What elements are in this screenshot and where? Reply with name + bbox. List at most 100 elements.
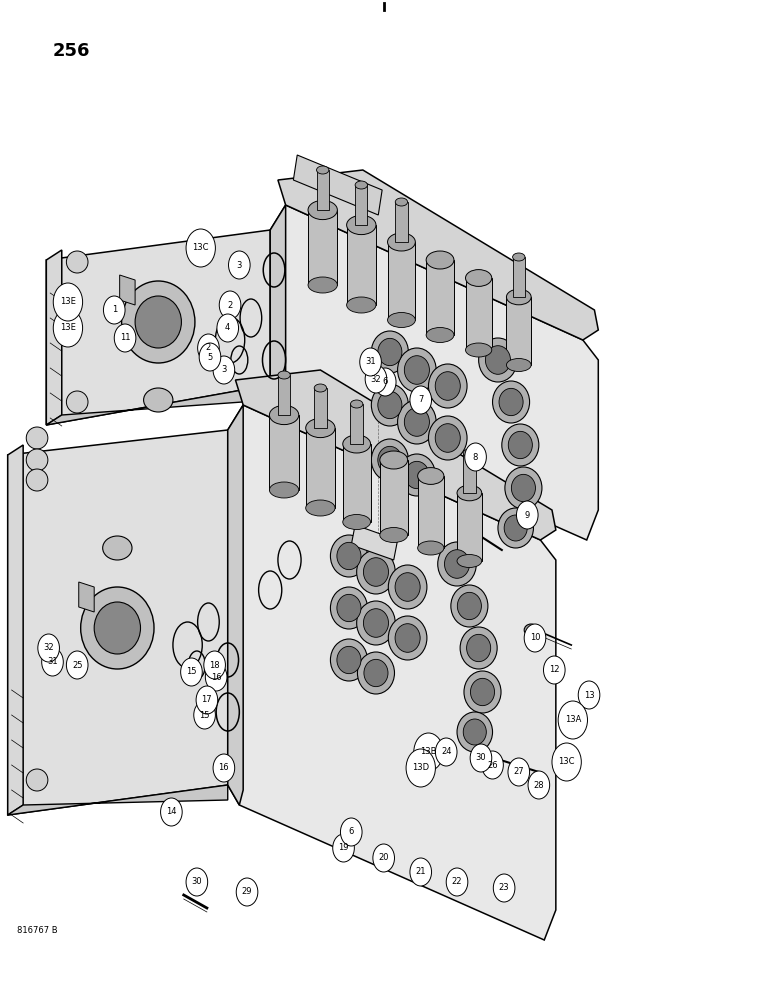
Ellipse shape — [508, 431, 533, 459]
Text: 6: 6 — [349, 828, 354, 836]
Ellipse shape — [26, 427, 48, 449]
Text: 32: 32 — [43, 644, 54, 652]
Ellipse shape — [457, 592, 482, 620]
Ellipse shape — [466, 634, 491, 662]
Ellipse shape — [330, 535, 367, 577]
Text: 12: 12 — [549, 666, 560, 674]
Text: 13E: 13E — [60, 324, 76, 332]
Ellipse shape — [466, 343, 492, 357]
Circle shape — [229, 251, 250, 279]
Text: 3: 3 — [222, 365, 226, 374]
Bar — [317, 170, 329, 210]
Ellipse shape — [395, 573, 420, 601]
Text: 30: 30 — [191, 878, 202, 886]
Bar — [388, 242, 415, 320]
Circle shape — [42, 648, 63, 676]
Ellipse shape — [463, 449, 476, 457]
Ellipse shape — [395, 624, 420, 652]
Ellipse shape — [435, 372, 460, 400]
Ellipse shape — [451, 585, 488, 627]
Text: 32: 32 — [371, 374, 381, 383]
Ellipse shape — [380, 451, 408, 469]
Ellipse shape — [511, 474, 536, 502]
Circle shape — [103, 296, 125, 324]
Text: 13B: 13B — [420, 748, 437, 756]
Bar — [380, 460, 408, 535]
Circle shape — [465, 443, 486, 471]
Circle shape — [199, 343, 221, 371]
Ellipse shape — [347, 297, 376, 313]
Text: 31: 31 — [365, 358, 376, 366]
Bar — [347, 225, 376, 305]
Ellipse shape — [470, 678, 495, 706]
Text: 10: 10 — [530, 634, 540, 643]
Text: 30: 30 — [476, 754, 486, 762]
Circle shape — [482, 751, 503, 779]
Ellipse shape — [463, 719, 486, 745]
Ellipse shape — [317, 166, 329, 174]
Ellipse shape — [428, 416, 467, 460]
Text: 23: 23 — [499, 884, 510, 892]
Polygon shape — [278, 170, 598, 340]
Circle shape — [558, 701, 587, 739]
Ellipse shape — [80, 587, 154, 669]
Circle shape — [53, 309, 83, 347]
Bar — [355, 185, 367, 225]
Ellipse shape — [499, 388, 523, 416]
Circle shape — [516, 501, 538, 529]
Bar — [269, 415, 299, 490]
Ellipse shape — [350, 400, 363, 408]
Ellipse shape — [405, 461, 429, 489]
Ellipse shape — [428, 364, 467, 408]
Ellipse shape — [357, 601, 395, 645]
Text: 15: 15 — [199, 710, 210, 720]
Circle shape — [435, 738, 457, 766]
Ellipse shape — [506, 289, 531, 305]
Ellipse shape — [364, 609, 388, 637]
Text: 21: 21 — [415, 867, 426, 876]
Bar — [463, 453, 476, 493]
Bar — [350, 404, 363, 444]
Ellipse shape — [388, 312, 415, 328]
Text: 19: 19 — [338, 844, 349, 852]
Text: 9: 9 — [525, 510, 530, 520]
Ellipse shape — [330, 587, 367, 629]
Ellipse shape — [26, 469, 48, 491]
Bar — [343, 444, 371, 522]
Polygon shape — [79, 582, 94, 612]
Ellipse shape — [308, 277, 337, 293]
Ellipse shape — [144, 388, 173, 412]
Ellipse shape — [466, 270, 492, 286]
Bar — [466, 278, 492, 350]
Text: 2: 2 — [228, 300, 232, 310]
Bar — [457, 493, 482, 561]
Polygon shape — [8, 785, 228, 815]
Ellipse shape — [426, 328, 454, 342]
Polygon shape — [120, 275, 135, 305]
Ellipse shape — [269, 405, 299, 425]
Polygon shape — [228, 405, 556, 940]
Text: 4: 4 — [225, 324, 230, 332]
Circle shape — [340, 818, 362, 846]
Ellipse shape — [347, 215, 376, 235]
Text: 26: 26 — [487, 760, 498, 770]
Bar — [418, 476, 444, 548]
Circle shape — [333, 834, 354, 862]
Circle shape — [360, 348, 381, 376]
Polygon shape — [270, 205, 286, 405]
Text: 11: 11 — [120, 334, 130, 342]
Ellipse shape — [445, 550, 469, 578]
Text: 31: 31 — [47, 658, 58, 666]
Ellipse shape — [314, 384, 327, 392]
Ellipse shape — [426, 251, 454, 269]
Circle shape — [528, 771, 550, 799]
Ellipse shape — [457, 712, 493, 752]
Ellipse shape — [135, 296, 181, 348]
Text: 6: 6 — [383, 377, 388, 386]
Polygon shape — [46, 230, 270, 425]
Text: 16: 16 — [218, 764, 229, 772]
Ellipse shape — [498, 508, 533, 548]
Circle shape — [410, 386, 432, 414]
Ellipse shape — [343, 514, 371, 529]
Ellipse shape — [308, 200, 337, 220]
